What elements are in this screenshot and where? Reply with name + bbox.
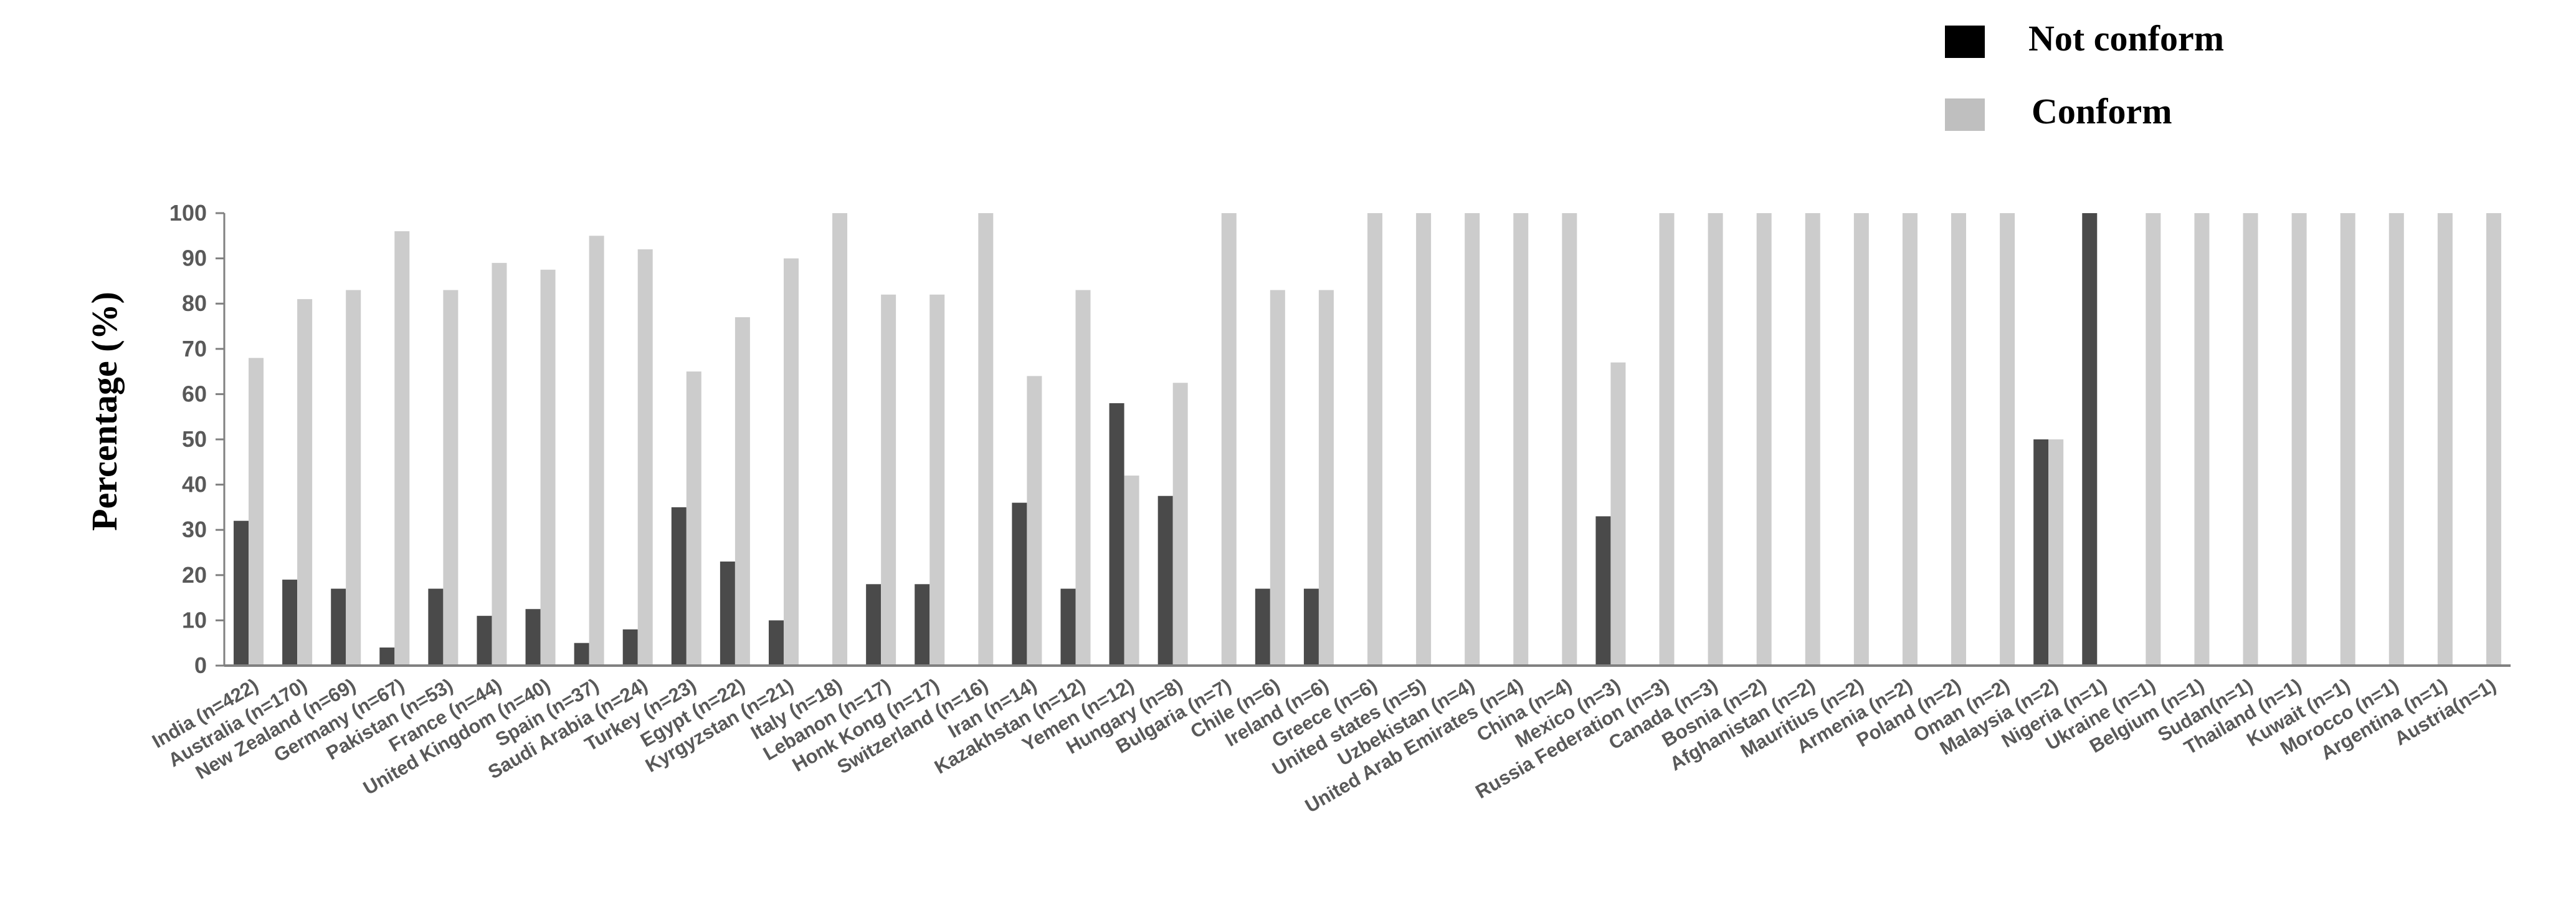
- bar-not-conform: [2033, 439, 2049, 666]
- bar-not-conform: [1012, 502, 1027, 666]
- bar-not-conform: [234, 520, 249, 666]
- bar-conform: [1221, 213, 1237, 666]
- bar-not-conform: [428, 588, 444, 666]
- bar-not-conform: [477, 616, 492, 666]
- bar-conform: [297, 299, 313, 666]
- bar-conform: [249, 358, 264, 666]
- bar-conform: [881, 294, 896, 666]
- y-tick-label: 10: [182, 607, 207, 633]
- bar-not-conform: [1595, 516, 1611, 666]
- bar-conform: [1805, 213, 1820, 666]
- axes: [223, 213, 2511, 667]
- y-tick-label: 20: [182, 562, 207, 588]
- bar-conform: [589, 236, 604, 666]
- y-axis-title: Percentage (%): [84, 292, 125, 531]
- bar-not-conform: [671, 507, 687, 666]
- bar-conform: [1172, 383, 1188, 666]
- bar-not-conform: [525, 609, 541, 666]
- bar-conform: [734, 317, 750, 666]
- bar-conform: [783, 258, 799, 666]
- bar-conform: [1562, 213, 1577, 666]
- legend-swatch-conform: [1945, 98, 1985, 131]
- legend-label-conform: Conform: [2032, 91, 2172, 132]
- bar-conform: [1075, 290, 1091, 666]
- bar-conform: [1027, 376, 1042, 666]
- bar-not-conform: [2082, 213, 2098, 666]
- y-tick-label: 0: [194, 653, 207, 678]
- bar-conform: [443, 290, 459, 666]
- legend-label-not-conform: Not conform: [2028, 18, 2224, 59]
- y-axis-ticks: 0 10 20 30 40 50 60 70 80 90 100: [169, 200, 224, 678]
- y-tick-label: 90: [182, 246, 207, 271]
- bar-not-conform: [379, 647, 395, 666]
- bar-conform: [2486, 213, 2501, 666]
- bar-conform: [978, 213, 994, 666]
- bar-not-conform: [1109, 403, 1124, 666]
- bar-conform: [1465, 213, 1480, 666]
- bar-not-conform: [574, 643, 589, 666]
- y-tick-label: 30: [182, 517, 207, 542]
- bar-conform: [1270, 290, 1285, 666]
- bar-conform: [1124, 476, 1139, 666]
- bar-not-conform: [331, 588, 346, 666]
- bar-conform: [2437, 213, 2453, 666]
- bar-conform: [832, 213, 848, 666]
- bar-conform: [540, 269, 556, 666]
- y-tick-label: 100: [169, 200, 207, 226]
- bar-conform: [686, 371, 701, 666]
- bar-conform: [1951, 213, 1967, 666]
- bar-conform: [2194, 213, 2210, 666]
- bar-not-conform: [915, 584, 930, 666]
- bar-conform: [2048, 439, 2064, 666]
- legend: Not conform Conform: [1945, 18, 2224, 132]
- bar-conform: [1610, 362, 1626, 666]
- y-tick-label: 60: [182, 381, 207, 406]
- bar-conform: [1756, 213, 1772, 666]
- bar-conform: [1318, 290, 1334, 666]
- bar-conform: [929, 294, 945, 666]
- bar-conform: [1853, 213, 1869, 666]
- bar-not-conform: [866, 584, 882, 666]
- bar-conform: [637, 249, 653, 666]
- y-tick-label: 80: [182, 290, 207, 316]
- bar-conform: [1416, 213, 1432, 666]
- bar-not-conform: [768, 620, 784, 666]
- bar-conform: [346, 290, 361, 666]
- bar-not-conform: [720, 562, 735, 666]
- bar-conform: [394, 231, 410, 666]
- bar-conform: [1659, 213, 1675, 666]
- bar-not-conform: [1255, 588, 1270, 666]
- bar-conform: [2388, 213, 2404, 666]
- bar-not-conform: [1303, 588, 1319, 666]
- bar-conform: [2000, 213, 2015, 666]
- bar-conform: [2146, 213, 2161, 666]
- bar-conform: [2243, 213, 2258, 666]
- bar-not-conform: [1157, 495, 1173, 666]
- bar-not-conform: [282, 580, 298, 666]
- y-tick-label: 50: [182, 426, 207, 452]
- bar-conform: [1708, 213, 1723, 666]
- bar-conform: [2291, 213, 2307, 666]
- legend-swatch-not-conform: [1945, 26, 1985, 58]
- y-tick-label: 70: [182, 336, 207, 361]
- bar-conform: [492, 262, 507, 666]
- y-tick-label: 40: [182, 472, 207, 497]
- bars-group: [234, 213, 2501, 666]
- bar-conform: [1902, 213, 1918, 666]
- bar-not-conform: [622, 629, 638, 666]
- bar-conform: [2340, 213, 2355, 666]
- bar-conform: [1367, 213, 1382, 666]
- x-axis-tick-labels: India (n=422)Australia (n=170)New Zealan…: [148, 674, 2499, 817]
- bar-conform: [1513, 213, 1529, 666]
- bar-not-conform: [1060, 588, 1076, 666]
